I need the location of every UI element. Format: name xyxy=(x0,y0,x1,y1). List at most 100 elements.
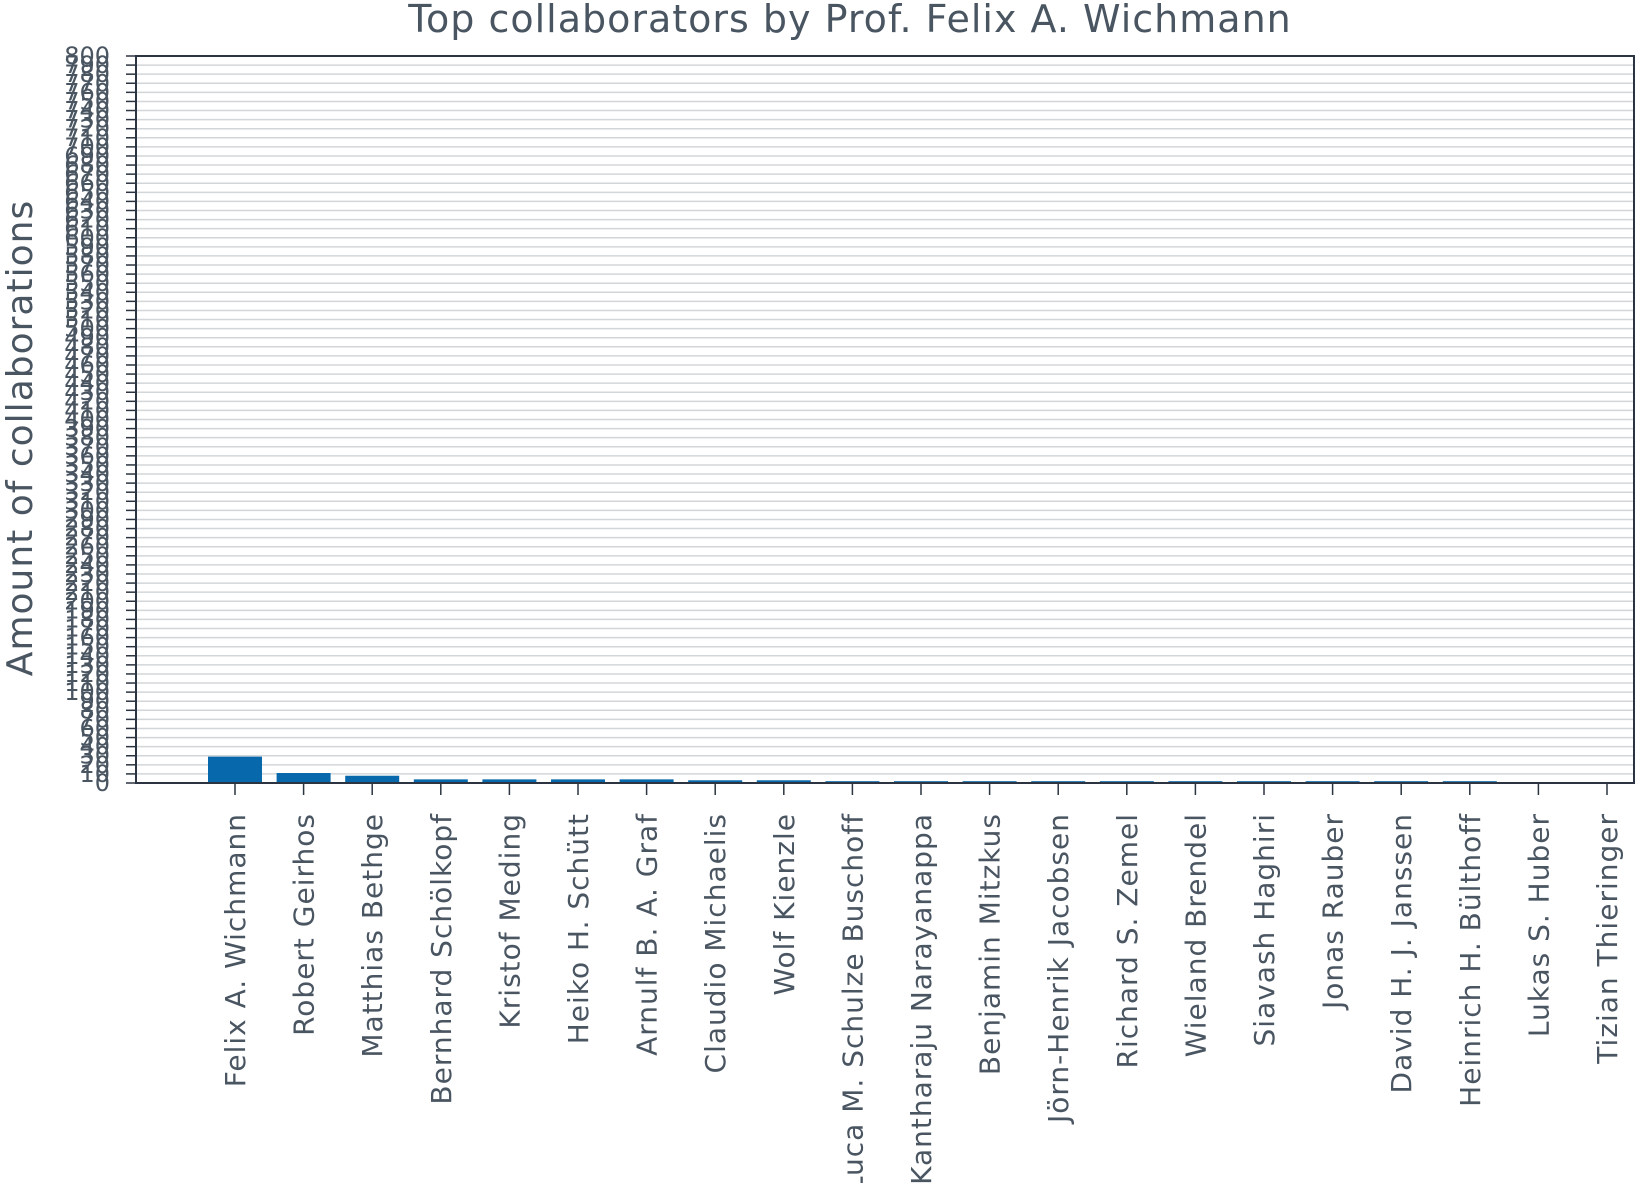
y-tick-label: 360 xyxy=(64,442,110,470)
bar xyxy=(208,756,262,783)
x-tick-label: Jonas Rauber xyxy=(1317,813,1350,1011)
bars xyxy=(208,756,1634,783)
y-tick-label: 640 xyxy=(64,187,110,215)
y-tick-label: 470 xyxy=(64,342,110,370)
y-tick-label: 740 xyxy=(64,97,110,125)
x-tick-label: Kantharaju Narayanappa xyxy=(905,813,938,1183)
x-tick-label: Luca M. Schulze Buschoff xyxy=(836,813,869,1183)
x-tick-label: Kristof Meding xyxy=(493,813,526,1029)
y-tick-label: 610 xyxy=(64,215,110,243)
y-tick-label: 520 xyxy=(64,296,110,324)
y-tick-label: 560 xyxy=(64,260,110,288)
x-tick-label: Richard S. Zemel xyxy=(1111,813,1144,1069)
x-axis-ticks: Felix A. Wichmann Robert Geirhos Matthias … xyxy=(219,783,1624,1183)
y-tick-label: 390 xyxy=(64,415,110,443)
y-tick-label: 160 xyxy=(64,624,110,652)
y-tick-label: 270 xyxy=(64,524,110,552)
y-tick-label: 690 xyxy=(64,142,110,170)
bar xyxy=(688,780,743,783)
y-tick-label: 90 xyxy=(79,687,110,715)
y-tick-label: 180 xyxy=(64,605,110,633)
y-tick-label: 140 xyxy=(64,642,110,670)
bar xyxy=(482,779,537,783)
y-tick-label: 590 xyxy=(64,233,110,261)
y-tick-label: 20 xyxy=(79,751,110,779)
x-tick-label: Lukas S. Huber xyxy=(1522,813,1555,1037)
gridlines xyxy=(136,64,1634,775)
y-tick-label: 280 xyxy=(64,515,110,543)
y-tick-label: 580 xyxy=(64,242,110,270)
y-tick-label: 110 xyxy=(64,669,110,697)
chart-title: Top collaborators by Prof. Felix A. Wich… xyxy=(407,0,1292,41)
y-tick-label: 190 xyxy=(64,596,110,624)
y-tick-label: 130 xyxy=(64,651,110,679)
y-tick-label: 550 xyxy=(64,269,110,297)
y-tick-label: 800 xyxy=(64,42,110,70)
y-tick-label: 310 xyxy=(64,487,110,515)
y-tick-label: 0 xyxy=(95,769,110,797)
y-tick-label: 220 xyxy=(64,569,110,597)
y-tick-label: 500 xyxy=(64,315,110,343)
y-tick-label: 710 xyxy=(64,124,110,152)
y-tick-label: 260 xyxy=(64,533,110,561)
x-tick-label: Wolf Kienzle xyxy=(768,813,801,996)
x-tick-label: Benjamin Mitzkus xyxy=(974,813,1007,1075)
y-tick-label: 400 xyxy=(64,406,110,434)
x-tick-label: Heinrich H. Bülthoff xyxy=(1454,813,1487,1107)
y-tick-label: 510 xyxy=(64,306,110,334)
y-tick-label: 430 xyxy=(64,378,110,406)
y-tick-label: 60 xyxy=(79,714,110,742)
y-tick-label: 100 xyxy=(64,678,110,706)
x-tick-label: Wieland Brendel xyxy=(1179,813,1212,1057)
y-tick-label: 210 xyxy=(64,578,110,606)
y-tick-label: 480 xyxy=(64,333,110,361)
y-tick-label: 240 xyxy=(64,551,110,579)
x-tick-label: Tizian Thieringer xyxy=(1591,813,1624,1065)
y-tick-label: 460 xyxy=(64,351,110,379)
y-tick-label: 530 xyxy=(64,287,110,315)
y-tick-label: 790 xyxy=(64,51,110,79)
y-tick-label: 780 xyxy=(64,60,110,88)
y-tick-label: 120 xyxy=(64,660,110,688)
y-tick-label: 420 xyxy=(64,387,110,415)
y-tick-label: 450 xyxy=(64,360,110,388)
y-tick-label: 630 xyxy=(64,196,110,224)
bar xyxy=(345,775,400,783)
y-tick-label: 200 xyxy=(64,587,110,615)
y-tick-label: 30 xyxy=(79,742,110,770)
y-tick-label: 300 xyxy=(64,496,110,524)
x-tick-label: Jörn-Henrik Jacobsen xyxy=(1042,813,1075,1125)
y-tick-label: 80 xyxy=(79,696,110,724)
y-tick-label: 150 xyxy=(64,633,110,661)
y-tick-label: 680 xyxy=(64,151,110,179)
y-tick-label: 440 xyxy=(64,369,110,397)
y-tick-label: 540 xyxy=(64,278,110,306)
bar xyxy=(276,773,331,783)
y-tick-label: 750 xyxy=(64,87,110,115)
x-tick-label: Bernhard Schölkopf xyxy=(425,813,458,1105)
y-axis-ticks: 0102030405060708090100110120130140150160… xyxy=(64,42,136,797)
y-tick-label: 620 xyxy=(64,206,110,234)
y-tick-label: 650 xyxy=(64,178,110,206)
y-tick-label: 70 xyxy=(79,705,110,733)
x-tick-label: Felix A. Wichmann xyxy=(219,813,252,1087)
y-tick-label: 670 xyxy=(64,160,110,188)
x-tick-label: Claudio Michaelis xyxy=(699,813,732,1073)
y-tick-label: 40 xyxy=(79,733,110,761)
y-tick-label: 50 xyxy=(79,724,110,752)
y-tick-label: 760 xyxy=(64,78,110,106)
y-tick-label: 370 xyxy=(64,433,110,461)
y-tick-label: 320 xyxy=(64,478,110,506)
y-tick-label: 660 xyxy=(64,169,110,197)
y-tick-label: 350 xyxy=(64,451,110,479)
y-tick-label: 720 xyxy=(64,115,110,143)
y-tick-label: 490 xyxy=(64,324,110,352)
y-tick-label: 730 xyxy=(64,106,110,134)
y-tick-label: 230 xyxy=(64,560,110,588)
x-tick-label: Arnulf B. A. Graf xyxy=(631,813,664,1056)
x-tick-label: David H. J. Janssen xyxy=(1385,813,1418,1093)
y-tick-label: 330 xyxy=(64,469,110,497)
y-tick-label: 700 xyxy=(64,133,110,161)
